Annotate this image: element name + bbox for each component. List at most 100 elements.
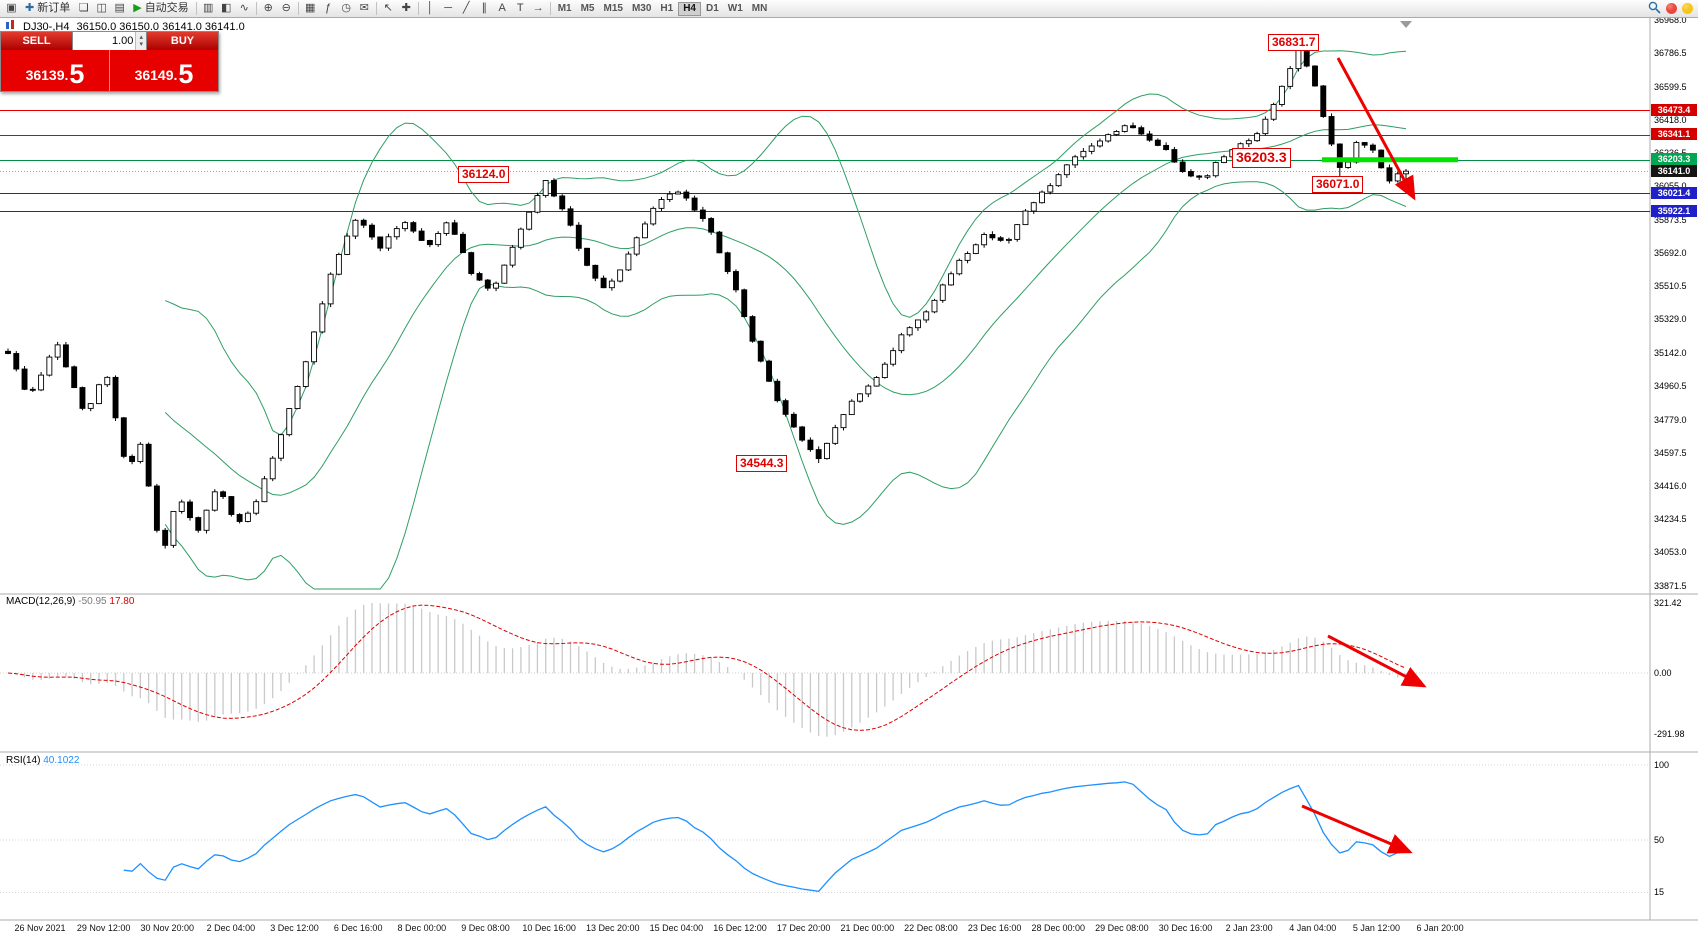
indicators-icon[interactable]: ƒ: [325, 2, 332, 14]
price-tag: 36341.1: [1651, 128, 1697, 141]
price-axis-label: 36786.5: [1654, 47, 1687, 58]
time-axis-label: 29 Nov 12:00: [76, 923, 131, 933]
timeframe-m30[interactable]: M30: [631, 2, 652, 14]
buy-button[interactable]: BUY: [146, 32, 218, 50]
cursor-icon[interactable]: ↖: [383, 2, 393, 14]
new-order-button[interactable]: ✚ 新订单: [25, 2, 71, 14]
one-click-trading-panel: SELL ▴ ▾ BUY 36139. 5 36149. 5: [0, 31, 219, 92]
rsi-label: RSI(14) 40.1022: [6, 755, 80, 766]
timeframe-w1[interactable]: W1: [727, 2, 743, 14]
bid-pip: 5: [69, 59, 85, 89]
ask-pip: 5: [178, 59, 194, 89]
timeframe-m1[interactable]: M1: [557, 2, 572, 14]
autotrade-button[interactable]: ▶ 自动交易: [133, 2, 189, 14]
timeframe-h1[interactable]: H1: [660, 2, 674, 14]
time-axis-label: 9 Dec 08:00: [461, 923, 510, 933]
time-axis-label: 30 Dec 16:00: [1158, 923, 1213, 933]
label-icon[interactable]: T: [516, 2, 524, 14]
periods-icon[interactable]: ◷: [341, 2, 351, 14]
window-cascade-icon[interactable]: ❏: [78, 2, 89, 14]
time-axis-label: 21 Dec 00:00: [840, 923, 895, 933]
time-axis-label: 6 Dec 16:00: [333, 923, 383, 933]
templates-icon[interactable]: ✉: [359, 2, 369, 14]
timeframe-m15[interactable]: M15: [603, 2, 623, 14]
arrows-icon[interactable]: →: [532, 2, 544, 14]
price-annotation[interactable]: 36071.0: [1312, 176, 1364, 193]
zoom-in-icon[interactable]: ⊕: [263, 2, 273, 14]
price-axis-label: 35329.0: [1654, 314, 1687, 325]
price-axis-label: 36236.5: [1654, 148, 1687, 158]
timeframe-h4[interactable]: H4: [678, 1, 701, 16]
macd-axis-label: 321.42: [1654, 597, 1682, 608]
time-axis-label: 5 Jan 12:00: [1352, 923, 1400, 933]
time-axis-label: 15 Dec 04:00: [649, 923, 704, 933]
timeframe-m5[interactable]: M5: [580, 2, 595, 14]
line-chart-icon[interactable]: ∿: [239, 2, 249, 14]
price-axis-label: 36599.5: [1654, 81, 1687, 92]
price-annotation[interactable]: 36203.3: [1232, 148, 1291, 168]
bar-chart-icon[interactable]: ▥: [202, 2, 214, 14]
bid-main: 36139.: [25, 67, 69, 83]
vline-icon[interactable]: │: [426, 2, 434, 14]
price-annotation[interactable]: 34544.3: [736, 455, 788, 472]
price-axis-label: 35692.0: [1654, 247, 1687, 258]
time-axis-label: 26 Nov 2021: [14, 923, 66, 933]
search-icon[interactable]: [1646, 1, 1663, 16]
price-axis-label: 34053.0: [1654, 547, 1687, 558]
price-tag: 36203.3: [1651, 153, 1697, 166]
price-tag: 36021.4: [1651, 186, 1697, 199]
text-icon[interactable]: A: [498, 2, 506, 14]
time-axis-label: 28 Dec 00:00: [1031, 923, 1086, 933]
trendline-icon[interactable]: ╱: [462, 2, 470, 14]
price-axis-label: 34779.0: [1654, 414, 1687, 425]
ask-price[interactable]: 36149. 5: [110, 50, 218, 91]
volume-input[interactable]: [73, 32, 136, 50]
time-axis-label: 29 Dec 08:00: [1095, 923, 1149, 933]
time-axis-label: 22 Dec 08:00: [904, 923, 958, 933]
zoom-out-icon[interactable]: ⊖: [281, 2, 291, 14]
channel-icon[interactable]: ∥: [481, 2, 487, 14]
crosshair-icon[interactable]: ✚: [401, 2, 411, 14]
price-axis-label: 36968.0: [1654, 14, 1687, 25]
price-axis-label: 34234.5: [1654, 514, 1687, 525]
price-axis-label: 34960.5: [1654, 381, 1687, 392]
price-axis-label: 36055.0: [1654, 181, 1687, 191]
sell-button[interactable]: SELL: [1, 32, 73, 50]
rsi-axis-label: 15: [1654, 887, 1665, 897]
price-annotation[interactable]: 36124.0: [458, 166, 510, 183]
price-axis-label: 35873.5: [1654, 214, 1687, 225]
volume-field: ▴ ▾: [73, 32, 146, 50]
tile-windows-icon[interactable]: ▦: [304, 2, 316, 14]
profiles-icon[interactable]: ◫: [96, 2, 107, 14]
price-annotation[interactable]: 36831.7: [1268, 34, 1320, 51]
timeframe-d1[interactable]: D1: [706, 2, 719, 14]
community-icon[interactable]: [1666, 3, 1677, 14]
symbol-icon: [6, 20, 16, 33]
time-axis-label: 30 Nov 20:00: [140, 923, 195, 933]
timeframe-mn[interactable]: MN: [751, 2, 768, 14]
price-axis-label: 33871.5: [1654, 580, 1687, 591]
alert-icon[interactable]: [1682, 3, 1693, 14]
volume-down-icon[interactable]: ▾: [139, 41, 143, 48]
time-axis-label: 4 Jan 04:00: [1289, 923, 1337, 933]
price-axis-label: 34416.0: [1654, 480, 1687, 491]
data-window-icon[interactable]: ▤: [114, 2, 125, 14]
price-axis-label: 36418.0: [1654, 115, 1687, 126]
rsi-axis-label: 100: [1654, 759, 1670, 770]
bid-price[interactable]: 36139. 5: [1, 50, 110, 91]
time-axis-label: 17 Dec 20:00: [776, 923, 831, 933]
hline-icon[interactable]: ─: [444, 2, 453, 14]
price-axis-label: 35142.0: [1654, 348, 1687, 359]
macd-axis-label: 0.00: [1654, 667, 1672, 678]
volume-up-icon[interactable]: ▴: [139, 34, 143, 41]
time-axis-label: 8 Dec 00:00: [397, 923, 447, 933]
new-chart-icon[interactable]: ▣: [6, 2, 17, 14]
macd-label: MACD(12,26,9) -50.95 17.80: [6, 596, 135, 607]
price-tag: 35922.1: [1651, 204, 1697, 217]
symbol-ohlc-values: 36150.0 36150.0 36141.0 36141.0: [76, 20, 245, 33]
time-axis-label: 10 Dec 16:00: [522, 923, 576, 933]
volume-spinner: ▴ ▾: [135, 32, 146, 50]
candlestick-icon[interactable]: ◧: [220, 2, 232, 14]
toolbar: ▣ ✚ 新订单 ❏ ◫ ▤ ▶ 自动交易 ▥ ◧ ∿ ⊕ ⊖ ▦ ƒ ◷ ✉ ↖ ✚ │ ─ ╱ ∥ A T → M1 M5 M15 M3…: [0, 0, 1698, 18]
